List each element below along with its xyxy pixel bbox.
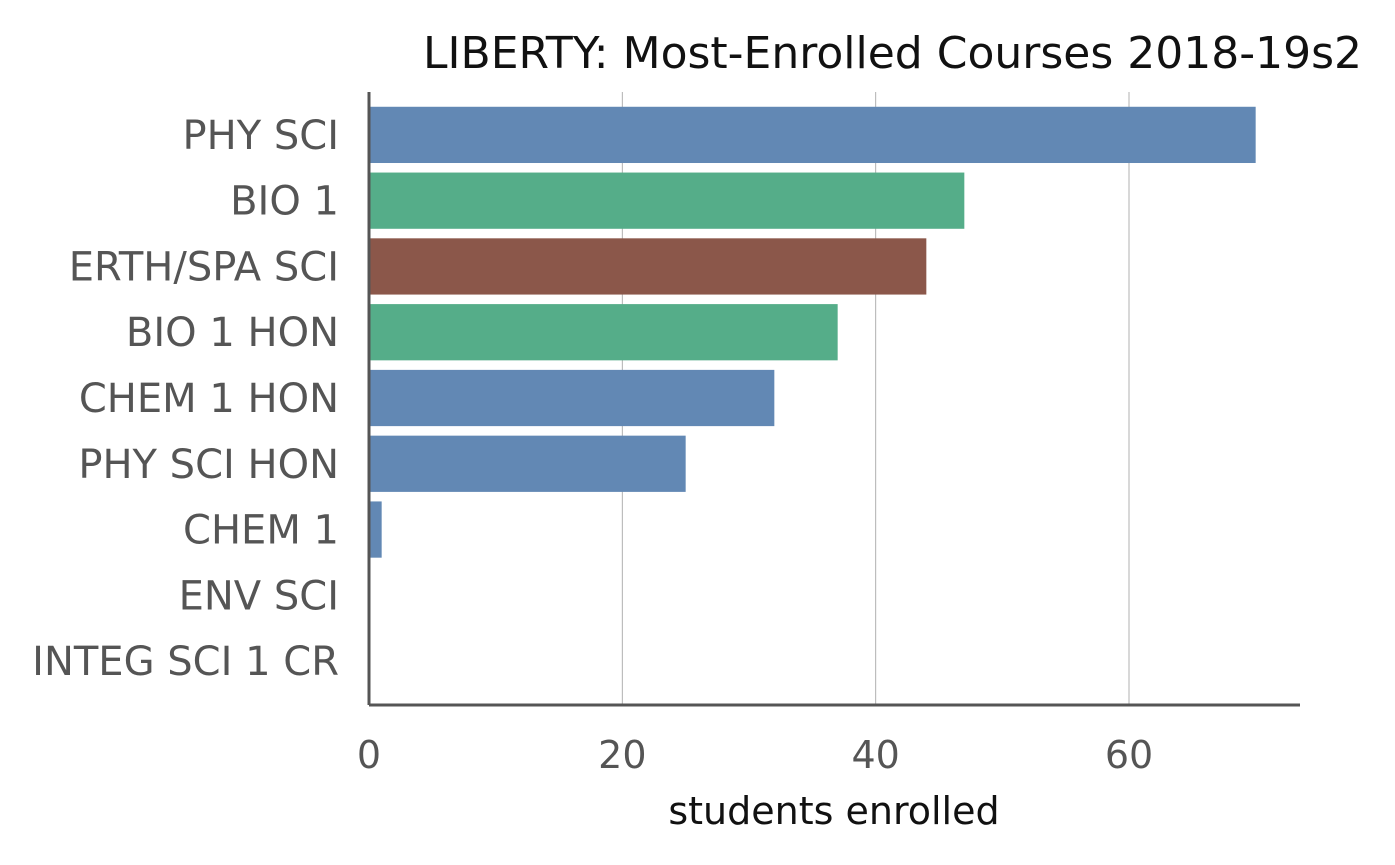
x-tick-label: 0 bbox=[357, 733, 381, 777]
x-tick-labels: 0 20 40 60 bbox=[357, 733, 1153, 777]
bars bbox=[369, 106, 1256, 558]
category-label: ERTH/SPA SCI bbox=[69, 244, 339, 290]
x-tick-label: 20 bbox=[598, 733, 646, 777]
category-label: CHEM 1 bbox=[183, 508, 339, 554]
x-axis-title: students enrolled bbox=[668, 789, 999, 833]
category-label: ENV SCI bbox=[179, 573, 339, 619]
bar bbox=[369, 501, 382, 558]
category-label: PHY SCI bbox=[183, 113, 339, 159]
bar bbox=[369, 106, 1256, 164]
chart-title: LIBERTY: Most-Enrolled Courses 2018-19s2 bbox=[423, 28, 1362, 79]
category-label: BIO 1 bbox=[230, 179, 339, 225]
x-tick-label: 60 bbox=[1105, 733, 1153, 777]
category-label: PHY SCI HON bbox=[78, 442, 339, 488]
bar bbox=[369, 369, 775, 427]
bar bbox=[369, 238, 927, 295]
bar bbox=[369, 435, 686, 492]
category-labels: PHY SCI BIO 1 ERTH/SPA SCI BIO 1 HON CHEM 1 … bbox=[32, 113, 339, 685]
category-label: INTEG SCI 1 CR bbox=[32, 639, 339, 685]
category-label: CHEM 1 HON bbox=[79, 376, 339, 422]
bar bbox=[369, 304, 838, 361]
x-tick-label: 40 bbox=[851, 733, 899, 777]
bar bbox=[369, 172, 965, 229]
category-label: BIO 1 HON bbox=[126, 310, 339, 356]
